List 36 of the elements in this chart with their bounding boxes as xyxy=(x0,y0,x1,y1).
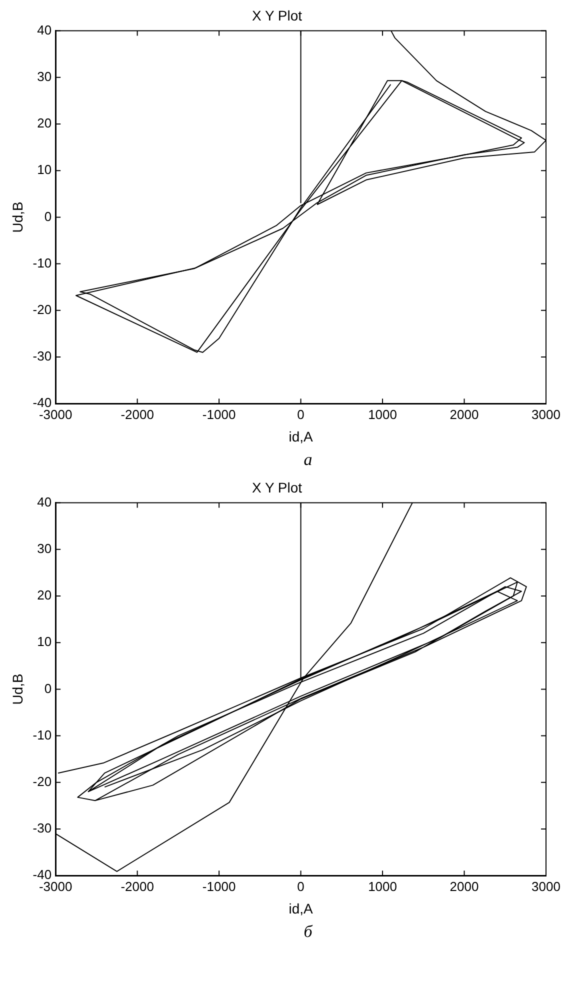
x-tick-label: 0 xyxy=(297,878,304,894)
x-tick-label: -1000 xyxy=(202,878,236,894)
text: б xyxy=(302,922,314,942)
y-tick-label: -30 xyxy=(32,820,52,836)
x-tick-label: 2000 xyxy=(450,406,479,422)
chart-title: X Y Plot xyxy=(252,7,302,24)
y-tick-label: 20 xyxy=(37,588,52,603)
x-tick-label: 3000 xyxy=(532,406,560,422)
x-tick-label: 1000 xyxy=(368,878,397,894)
x-tick-label: 2000 xyxy=(450,878,479,894)
x-axis-title: id,A xyxy=(288,900,314,916)
y-axis-title: Ud,B xyxy=(9,202,26,233)
x-tick-label: 1000 xyxy=(368,406,397,422)
y-tick-label: -20 xyxy=(32,302,52,317)
y-tick-label: 40 xyxy=(37,494,52,510)
x-axis-title: id,A xyxy=(288,428,314,444)
y-tick-label: 0 xyxy=(44,208,52,224)
x-tick-label: 3000 xyxy=(532,878,560,894)
y-tick-label: 0 xyxy=(44,680,52,696)
text: а xyxy=(302,450,314,470)
x-tick-label: -1000 xyxy=(202,406,236,422)
x-tick-label: -2000 xyxy=(120,878,154,894)
x-tick-label: 0 xyxy=(297,406,304,422)
y-tick-label: 10 xyxy=(37,634,52,650)
chart-title: X Y Plot xyxy=(252,479,302,496)
y-tick-label: -20 xyxy=(32,774,52,789)
y-tick-label: -10 xyxy=(32,255,52,270)
y-axis-title: Ud,B xyxy=(9,674,26,705)
y-tick-label: -30 xyxy=(32,348,52,364)
y-tick-label: 20 xyxy=(37,116,52,131)
y-tick-label: 30 xyxy=(37,540,52,556)
y-tick-label: 30 xyxy=(37,68,52,84)
x-tick-label: -2000 xyxy=(120,406,154,422)
y-tick-label: -10 xyxy=(32,727,52,742)
y-tick-label: 40 xyxy=(37,22,52,38)
y-tick-label: 10 xyxy=(37,162,52,178)
